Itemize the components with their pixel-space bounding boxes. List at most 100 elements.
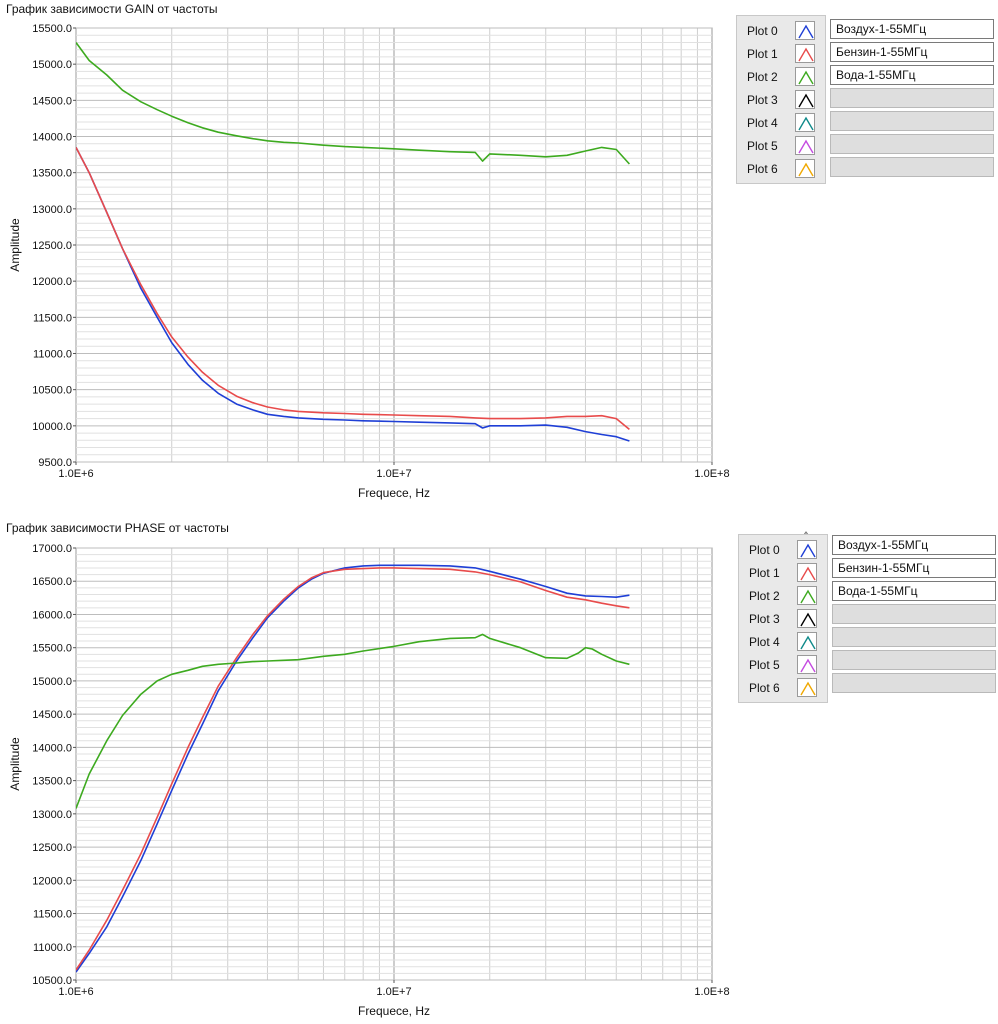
legend-row[interactable]: Plot 1 [737, 43, 827, 65]
legend-row[interactable]: Plot 2 [739, 585, 829, 607]
y-tick-label: 9500.0 [38, 457, 72, 469]
plot-line-icon[interactable] [797, 540, 817, 559]
y-tick-label: 12000.0 [32, 276, 72, 288]
series-line-1 [76, 147, 630, 431]
plot-line-icon[interactable] [795, 67, 815, 86]
x-tick-label: 1.0E+8 [694, 986, 729, 998]
plot-name-field[interactable]: Бензин-1-55МГц [830, 42, 994, 62]
y-tick-label: 17000.0 [32, 543, 72, 555]
y-tick-label: 15500.0 [32, 643, 72, 655]
y-tick-label: 11500.0 [33, 909, 72, 921]
series-line-0 [76, 564, 630, 973]
y-tick-label: 14500.0 [32, 95, 72, 107]
legend-plot-label: Plot 6 [747, 162, 778, 176]
gain-panel: График зависимости GAIN от частоты 9500.… [0, 0, 998, 505]
series-line-0 [76, 147, 630, 442]
phase-chart[interactable]: 10500.0 11000.0 11500.0 12000.0 12500.0 13000… [0, 519, 740, 1024]
plot-name-field[interactable] [830, 111, 994, 131]
plot-name-field[interactable]: Вода-1-55МГц [830, 65, 994, 85]
plot-line-icon[interactable] [795, 90, 815, 109]
phase-legend: Plot 0 Plot 1 Plot 2 Plot 3 Plot 4 Plot 5 Plot… [738, 534, 828, 703]
plot-name-field[interactable] [832, 604, 996, 624]
legend-plot-label: Plot 4 [749, 635, 780, 649]
phase-panel-title: График зависимости PHASE от частоты [6, 521, 229, 535]
y-tick-label: 13500.0 [32, 776, 72, 788]
gain-panel-title: График зависимости GAIN от частоты [6, 2, 218, 16]
x-tick-label: 1.0E+6 [58, 468, 93, 480]
legend-plot-label: Plot 1 [747, 47, 778, 61]
legend-plot-label: Plot 2 [749, 589, 780, 603]
plot-line-icon[interactable] [797, 609, 817, 628]
plot-line-icon[interactable] [797, 632, 817, 651]
legend-plot-label: Plot 4 [747, 116, 778, 130]
plot-name-field[interactable] [830, 157, 994, 177]
legend-plot-label: Plot 0 [747, 24, 778, 38]
plot-line-icon[interactable] [797, 563, 817, 582]
y-tick-label: 15000.0 [32, 676, 72, 688]
y-tick-label: 14500.0 [32, 709, 72, 721]
legend-row[interactable]: Plot 3 [739, 608, 829, 630]
plot-name-field[interactable] [832, 673, 996, 693]
plot-name-field[interactable] [830, 88, 994, 108]
plot-line-icon[interactable] [797, 586, 817, 605]
plot-name-field[interactable]: Воздух-1-55МГц [832, 535, 996, 555]
legend-plot-label: Plot 5 [749, 658, 780, 672]
y-tick-label: 12500.0 [32, 240, 72, 252]
x-tick-label: 1.0E+7 [376, 986, 411, 998]
series-line-2 [76, 633, 630, 809]
y-tick-label: 10500.0 [32, 385, 72, 397]
y-tick-label: 16000.0 [32, 609, 72, 621]
legend-plot-label: Plot 1 [749, 566, 780, 580]
y-tick-label: 10000.0 [32, 421, 72, 433]
plot-name-field[interactable]: Вода-1-55МГц [832, 581, 996, 601]
gain-chart[interactable]: 9500.0 10000.0 10500.0 11000.0 11500.0 12000.… [0, 0, 740, 505]
legend-plot-label: Plot 2 [747, 70, 778, 84]
y-tick-label: 15500.0 [32, 23, 72, 35]
plot-name-field[interactable] [832, 627, 996, 647]
y-tick-label: 11000.0 [33, 349, 72, 361]
plot-name-field[interactable]: Воздух-1-55МГц [830, 19, 994, 39]
y-tick-label: 13000.0 [32, 809, 72, 821]
x-axis-title: Frequece, Hz [358, 1004, 430, 1018]
legend-plot-label: Plot 0 [749, 543, 780, 557]
y-tick-label: 12500.0 [32, 842, 72, 854]
x-tick-label: 1.0E+8 [694, 468, 729, 480]
legend-row[interactable]: Plot 0 [737, 20, 827, 42]
legend-row[interactable]: Plot 2 [737, 66, 827, 88]
y-tick-label: 10500.0 [32, 975, 72, 987]
y-axis-title: Amplitude [8, 737, 22, 791]
legend-row[interactable]: Plot 6 [739, 677, 829, 699]
y-tick-label: 14000.0 [32, 132, 72, 144]
legend-row[interactable]: Plot 1 [739, 562, 829, 584]
legend-row[interactable]: Plot 0 [739, 539, 829, 561]
legend-row[interactable]: Plot 4 [739, 631, 829, 653]
plot-line-icon[interactable] [795, 21, 815, 40]
y-tick-label: 14000.0 [32, 742, 72, 754]
legend-row[interactable]: Plot 4 [737, 112, 827, 134]
y-tick-label: 16500.0 [32, 576, 72, 588]
x-axis-title: Frequece, Hz [358, 486, 430, 500]
phase-panel: График зависимости PHASE от частоты 1050… [0, 519, 998, 1024]
legend-row[interactable]: Plot 3 [737, 89, 827, 111]
legend-row[interactable]: Plot 6 [737, 158, 827, 180]
plot-name-field[interactable] [832, 650, 996, 670]
y-tick-label: 13000.0 [32, 204, 72, 216]
x-tick-label: 1.0E+7 [376, 468, 411, 480]
plot-line-icon[interactable] [795, 44, 815, 63]
plot-line-icon[interactable] [797, 655, 817, 674]
legend-row[interactable]: Plot 5 [739, 654, 829, 676]
legend-row[interactable]: Plot 5 [737, 135, 827, 157]
grid [75, 547, 712, 981]
plot-line-icon[interactable] [795, 159, 815, 178]
y-axis-title: Amplitude [8, 218, 22, 272]
plot-line-icon[interactable] [797, 678, 817, 697]
y-tick-label: 13500.0 [32, 168, 72, 180]
gain-legend: Plot 0 Plot 1 Plot 2 Plot 3 Plot 4 Plot 5 Plot… [736, 15, 826, 184]
y-tick-label: 11500.0 [33, 312, 72, 324]
plot-name-field[interactable]: Бензин-1-55МГц [832, 558, 996, 578]
y-tick-label: 11000.0 [33, 942, 72, 954]
plot-name-field[interactable] [830, 134, 994, 154]
plot-line-icon[interactable] [795, 136, 815, 155]
plot-line-icon[interactable] [795, 113, 815, 132]
legend-plot-label: Plot 3 [749, 612, 780, 626]
